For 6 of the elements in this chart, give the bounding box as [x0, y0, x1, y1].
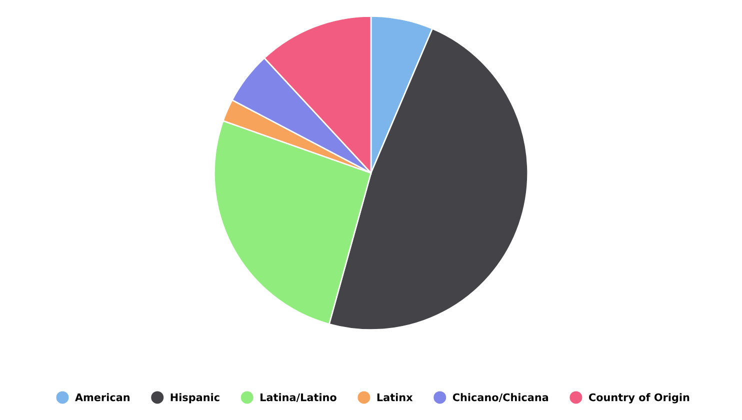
legend-label: American [75, 393, 130, 402]
legend-label: Chicano/Chicana [452, 393, 548, 402]
legend-label: Latina/Latino [260, 393, 336, 402]
legend-label: Latinx [377, 393, 413, 402]
legend-label: Country of Origin [588, 393, 690, 404]
legend-label: Hispanic [170, 393, 220, 404]
